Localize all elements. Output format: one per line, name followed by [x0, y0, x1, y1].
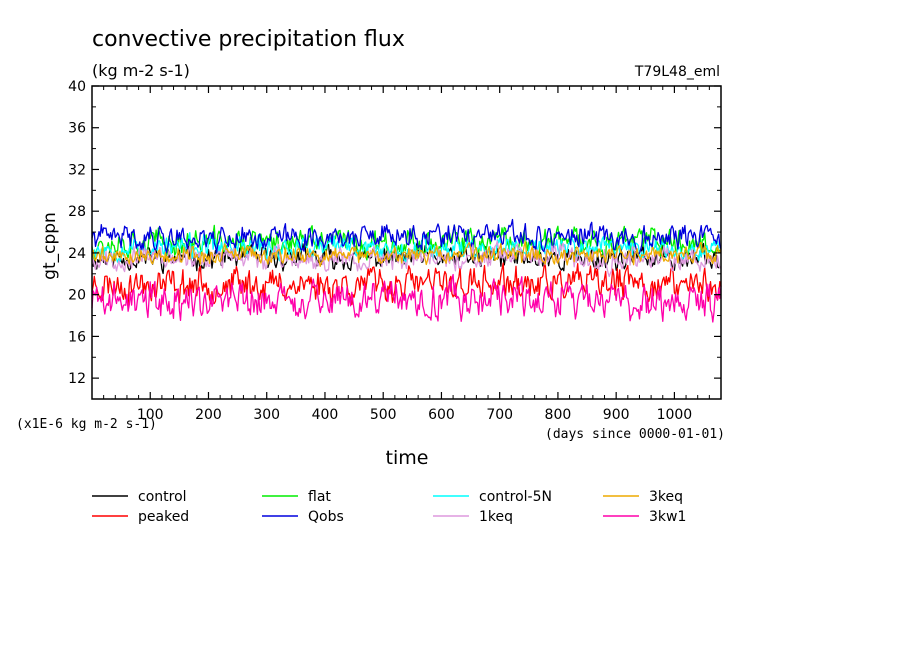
x-tick-label: 100 — [137, 407, 164, 423]
series-line-3kw1 — [91, 273, 722, 323]
y-tick-label: 32 — [68, 162, 86, 178]
legend-label-Qobs: Qobs — [308, 509, 344, 525]
run-label: T79L48_eml — [634, 64, 720, 80]
series-layer — [91, 218, 722, 323]
legend-label-control: control — [138, 489, 187, 505]
y-tick-label: 16 — [68, 329, 86, 345]
x-tick-label: 200 — [195, 407, 222, 423]
x-tick-label: 800 — [545, 407, 572, 423]
x-tick-label: 900 — [603, 407, 630, 423]
x-unit-note: (days since 0000-01-01) — [545, 427, 725, 442]
legend: control peaked flat Qobs control-5N 1keq 3keq 3… — [92, 489, 686, 525]
legend-label-flat: flat — [308, 489, 331, 505]
y-tick-label: 24 — [68, 246, 86, 262]
legend-label-control-5N: control-5N — [479, 489, 552, 505]
y-tick-label: 36 — [68, 121, 86, 137]
x-tick-label: 400 — [312, 407, 339, 423]
legend-label-1keq: 1keq — [479, 509, 513, 525]
y-tick-label: 12 — [68, 371, 86, 387]
legend-label-peaked: peaked — [138, 509, 189, 525]
series-line-peaked — [91, 262, 722, 307]
x-tick-label: 700 — [486, 407, 513, 423]
legend-label-3keq: 3keq — [649, 489, 683, 505]
ticks-layer: 12 16 20 24 28 32 36 40 100 200 300 400 500 600 700 800… — [68, 79, 721, 423]
units-label: (kg m-2 s-1) — [92, 61, 190, 80]
y-tick-label: 40 — [68, 79, 86, 95]
y-tick-label: 28 — [68, 204, 86, 220]
y-axis-label: gt_cppn — [40, 212, 60, 280]
x-tick-label: 600 — [428, 407, 455, 423]
chart-title: convective precipitation flux — [92, 27, 405, 52]
x-tick-label: 500 — [370, 407, 397, 423]
x-tick-label: 1000 — [657, 407, 693, 423]
legend-label-3kw1: 3kw1 — [649, 509, 686, 525]
series-line-flat — [91, 224, 722, 261]
series-line-Qobs — [91, 218, 722, 255]
series-line-3keq — [91, 241, 722, 267]
x-axis-label: time — [386, 447, 429, 469]
x-tick-label: 300 — [253, 407, 280, 423]
y-tick-label: 20 — [68, 288, 86, 304]
scale-note: (x1E-6 kg m-2 s-1) — [16, 417, 157, 432]
